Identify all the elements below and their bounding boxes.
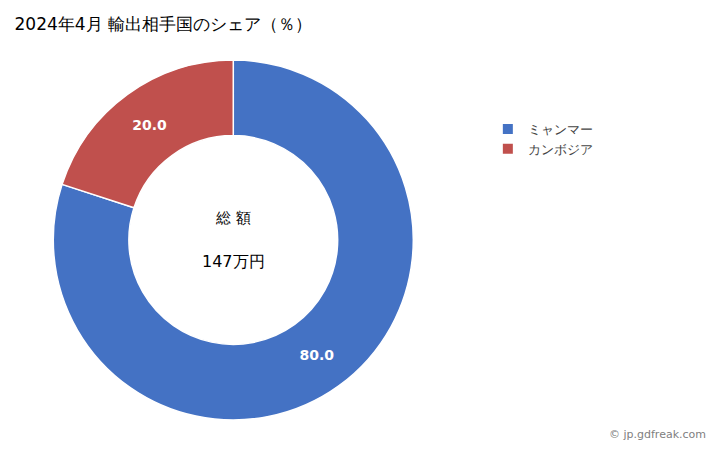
svg-text:© jp.gdfreak.com: © jp.gdfreak.com xyxy=(609,428,706,441)
svg-text:20.0: 20.0 xyxy=(132,117,167,133)
svg-text:ミャンマー: ミャンマー xyxy=(528,122,593,137)
svg-text:2024年4月 輸出相手国のシェア（％）: 2024年4月 輸出相手国のシェア（％） xyxy=(15,14,312,34)
svg-text:147万円: 147万円 xyxy=(202,252,265,271)
svg-text:カンボジア: カンボジア xyxy=(528,142,593,157)
svg-text:総 額: 総 額 xyxy=(215,209,251,227)
svg-text:80.0: 80.0 xyxy=(299,347,334,363)
